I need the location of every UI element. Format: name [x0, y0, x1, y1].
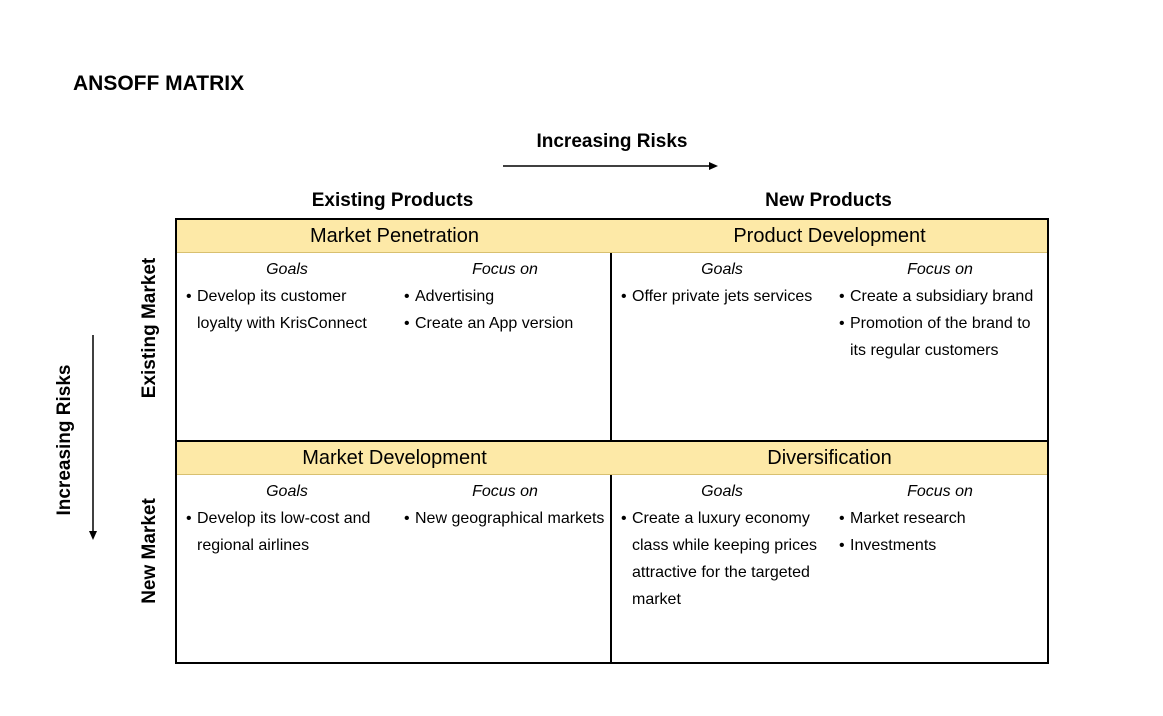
quadrant: Product Development Goals Offer private je…: [612, 220, 1047, 442]
quadrant-title: Diversification: [612, 442, 1047, 475]
focus-item: Investments: [834, 532, 1046, 559]
focus-column: Focus on AdvertisingCreate an App version: [399, 256, 611, 337]
goals-label: Goals: [701, 261, 743, 278]
goal-item: Offer private jets services: [616, 283, 828, 310]
quadrant: Market Penetration Goals Develop its custo…: [177, 220, 612, 442]
goals-label: Goals: [266, 483, 308, 500]
goal-item: Develop its low-cost and regional airlin…: [181, 505, 393, 559]
quadrant: Market Development Goals Develop its low-c…: [177, 442, 612, 664]
focus-item: Promotion of the brand to its regular cu…: [834, 310, 1046, 364]
focus-column: Focus on Market researchInvestments: [834, 478, 1046, 559]
matrix: Market Penetration Goals Develop its custo…: [175, 218, 1049, 664]
focus-label: Focus on: [907, 261, 973, 278]
focus-item: Create an App version: [399, 310, 611, 337]
quadrant: Diversification Goals Create a luxury econ…: [612, 442, 1047, 664]
focus-label: Focus on: [907, 483, 973, 500]
focus-item: New geographical markets: [399, 505, 611, 532]
goals-column: Goals Develop its low-cost and regional a…: [181, 478, 393, 559]
focus-item: Market research: [834, 505, 1046, 532]
goals-label: Goals: [701, 483, 743, 500]
focus-item: Create a subsidiary brand: [834, 283, 1046, 310]
top-axis-label: Increasing Risks: [536, 131, 688, 152]
left-axis-label: Increasing Risks: [54, 364, 75, 516]
column-header: New Products: [765, 190, 892, 211]
focus-label: Focus on: [472, 261, 538, 278]
row-header: New Market: [139, 498, 160, 604]
row-header: Existing Market: [139, 257, 160, 399]
quadrant-title: Product Development: [612, 220, 1047, 253]
column-header: Existing Products: [311, 190, 474, 211]
goal-item: Create a luxury economy class while keep…: [616, 505, 828, 613]
quadrant-title: Market Development: [177, 442, 612, 475]
goals-column: Goals Develop its customer loyalty with K…: [181, 256, 393, 337]
goals-column: Goals Create a luxury economy class while…: [616, 478, 828, 613]
quadrant-title: Market Penetration: [177, 220, 612, 253]
goals-column: Goals Offer private jets services: [616, 256, 828, 310]
focus-column: Focus on Create a subsidiary brandPromoti…: [834, 256, 1046, 364]
focus-column: Focus on New geographical markets: [399, 478, 611, 532]
focus-label: Focus on: [472, 483, 538, 500]
goal-item: Develop its customer loyalty with KrisCo…: [181, 283, 393, 337]
focus-item: Advertising: [399, 283, 611, 310]
title: ANSOFF MATRIX: [73, 72, 245, 95]
goals-label: Goals: [266, 261, 308, 278]
divider: [177, 440, 1047, 442]
